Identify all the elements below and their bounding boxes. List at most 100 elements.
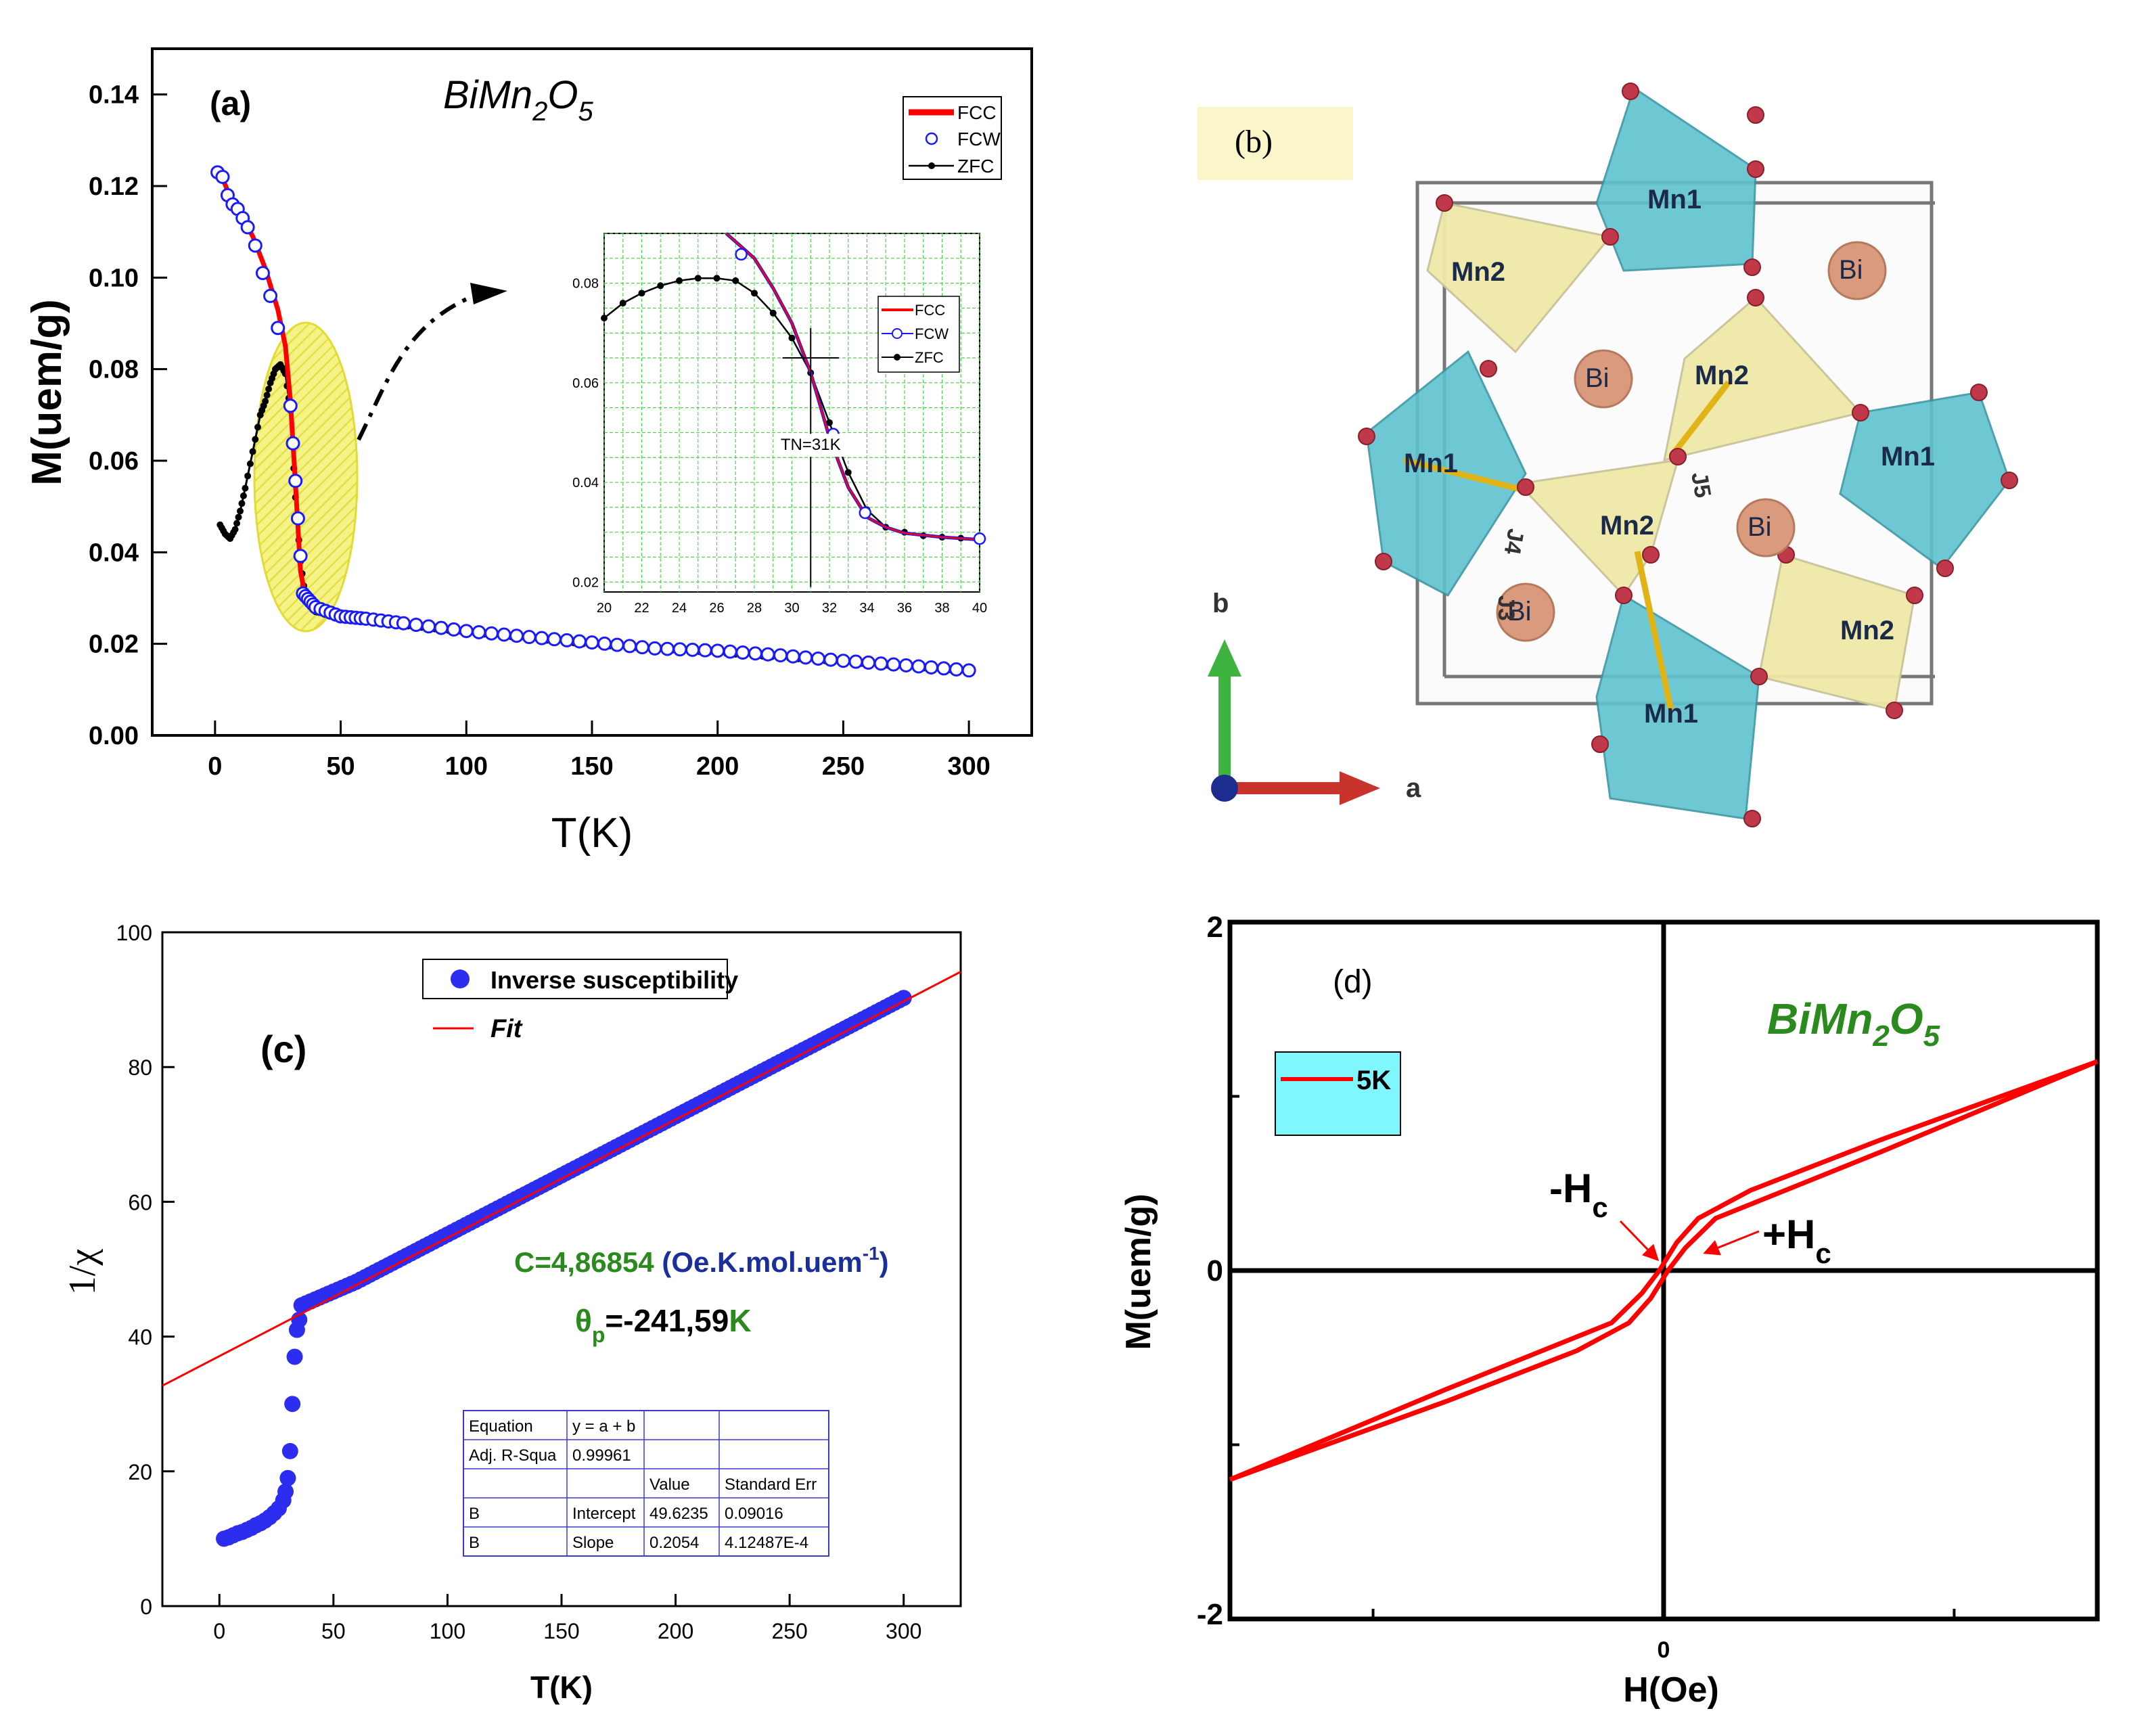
panel-a-x-tick-label: 300 (947, 752, 990, 781)
fcw-point (248, 238, 262, 253)
bond-j4 (1402, 457, 1527, 494)
fcw-point (836, 654, 850, 668)
fcw-point (610, 637, 624, 652)
inset-legend-zfc-marker (894, 354, 900, 361)
zfc-point (239, 492, 247, 499)
zfc-point (254, 424, 261, 431)
fit-table-cell: Intercept (572, 1505, 636, 1523)
fcw-point (293, 549, 308, 564)
neg-hc-arrow (1619, 1220, 1660, 1262)
hysteresis-lower-branch (1229, 1059, 2099, 1482)
inset-legend-fcw-marker (892, 328, 903, 339)
fit-line (162, 971, 961, 1387)
label-j3: J3 (1493, 595, 1519, 621)
zfc-point (233, 520, 241, 527)
inset-y-tick-label: 0.06 (572, 376, 599, 391)
fcw-point (898, 658, 913, 672)
axis-a-label: a (1406, 773, 1421, 803)
panel-b-label-box (1197, 107, 1353, 180)
panel-a-y-tick-label: 0.00 (89, 722, 139, 750)
panel-a-y-tick-label: 0.12 (89, 173, 139, 201)
inset-ticks: 20 22 24 26 28 30 32 34 36 38 40 0.02 0.04 0.06 0.08 (572, 277, 987, 616)
panel-c-y-ticks: 0 20 40 60 80 100 (116, 921, 175, 1619)
bi-atom (1736, 498, 1796, 557)
panel-c-x-tick-label: 250 (771, 1619, 807, 1643)
zfc-point (242, 484, 249, 492)
label-j5: J5 (1686, 470, 1716, 500)
panel-d-series (1229, 1059, 2099, 1482)
label-mn2-center-right: Mn2 (1695, 361, 1749, 390)
inset-zfc-point (769, 309, 777, 317)
legend-fcc-label: FCC (957, 102, 997, 123)
pos-hc-arrow (1703, 1230, 1760, 1256)
panel-c-x-tick-label: 300 (886, 1619, 921, 1643)
panel-c-label: (c) (260, 1028, 306, 1070)
tn-annotation: TN=31K (781, 436, 841, 454)
inverse-susceptibility-point (291, 1311, 308, 1328)
mn1-polyhedron-top (1595, 86, 1757, 272)
label-mn1-top: Mn1 (1647, 185, 1702, 214)
inset-x-tick-label: 32 (822, 601, 837, 616)
axis-b-label: b (1212, 589, 1229, 618)
mn1-polyhedron-right (1839, 391, 2011, 570)
fcw-point (522, 630, 536, 645)
fcw-point (710, 643, 725, 658)
panel-a-y-tick-label: 0.14 (89, 81, 139, 110)
oxygen-atoms (1358, 83, 2018, 827)
inset-zfc-point (676, 277, 683, 284)
inset-fcc-line (725, 233, 980, 541)
zfc-point (249, 448, 256, 455)
fcw-point (484, 626, 499, 641)
panel-a-y-tick-label: 0.06 (89, 447, 139, 476)
inset-zfc-point (694, 275, 702, 282)
panel-a-y-tick-label: 0.10 (89, 264, 139, 292)
panel-a-y-ticks: 0.00 0.02 0.04 0.06 0.08 0.10 0.12 0.14 (89, 81, 167, 750)
panel-c-y-tick-label: 40 (128, 1325, 152, 1350)
fcw-point (873, 656, 888, 671)
fit-table-cell: Adj. R-Squa (469, 1446, 557, 1465)
panel-a-x-tick-label: 150 (570, 752, 613, 781)
fcw-point (509, 629, 524, 643)
panel-d-x-tick-label: 0 (1658, 1637, 1670, 1663)
inverse-susceptibility-point (279, 1469, 296, 1486)
inverse-susceptibility-point (277, 1483, 294, 1500)
fcw-point (685, 642, 700, 657)
panel-b-crystal-structure: (b) (1197, 83, 2018, 827)
label-mn1-right: Mn1 (1881, 442, 1935, 472)
panel-c-series (162, 971, 961, 1547)
inset-x-tick-label: 38 (934, 601, 949, 616)
inset-x-tick-label: 34 (859, 601, 874, 616)
fit-table-grid (463, 1411, 829, 1556)
fcw-point (773, 648, 788, 663)
panel-c-x-tick-label: 150 (543, 1619, 579, 1643)
panel-c-legend: Inverse susceptibility Fit (422, 959, 738, 1043)
panel-a-title: BiMn2O5 (443, 73, 594, 127)
panel-d-ticks: -2 0 2 0 (1197, 911, 1956, 1663)
panel-c-x-axis-label: T(K) (530, 1670, 593, 1705)
zfc-point (244, 472, 252, 480)
fcw-point (635, 640, 649, 655)
axis-a-arrowhead (1340, 771, 1380, 805)
panel-c-y-tick-label: 20 (128, 1460, 152, 1484)
label-mn1-left: Mn1 (1404, 449, 1458, 478)
inset-legend-zfc-label: ZFC (915, 349, 944, 366)
panel-a-y-tick-label: 0.02 (89, 631, 139, 659)
fcw-point (472, 624, 486, 639)
panel-d-axes (1230, 922, 2097, 1619)
neg-hc-label: -Hc (1549, 1166, 1608, 1223)
legend-fcw-swatch (925, 132, 938, 145)
fcw-point (748, 646, 762, 661)
fcw-point (286, 436, 300, 451)
fcw-point (785, 649, 800, 664)
panel-a-x-axis-label: T(K) (551, 810, 633, 856)
panel-c-y-tick-label: 100 (116, 921, 152, 945)
inverse-susceptibility-point (895, 990, 912, 1007)
fcw-point (798, 650, 813, 665)
label-mn2-bottom-right: Mn2 (1840, 616, 1894, 645)
fcw-point (760, 647, 775, 662)
zfc-point (238, 500, 246, 507)
fcw-point (672, 642, 687, 657)
inset-zfc-point (601, 315, 608, 322)
legend-5k-label: 5K (1356, 1066, 1391, 1095)
